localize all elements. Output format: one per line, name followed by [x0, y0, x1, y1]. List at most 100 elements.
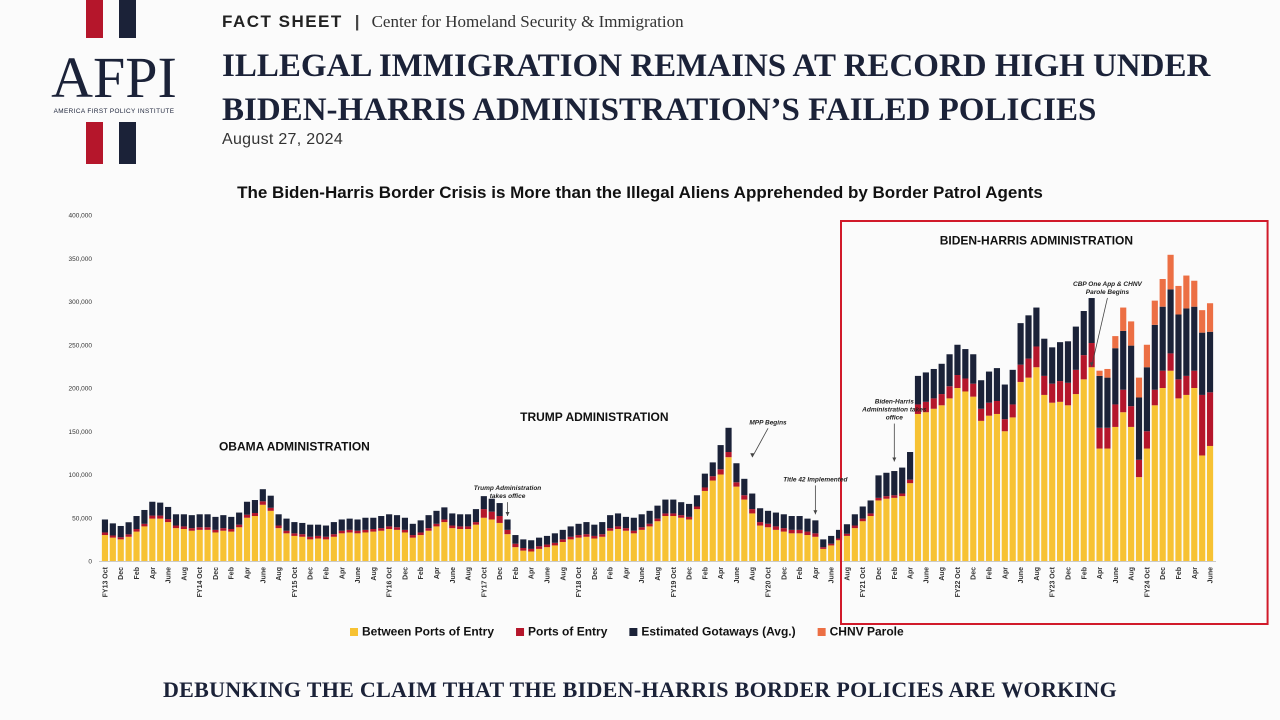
y-tick-label: 400,000 — [69, 213, 93, 220]
bar-segment-1 — [843, 535, 851, 561]
bar-segment-1 — [1057, 401, 1064, 561]
bar-segment-1 — [370, 531, 377, 561]
bar-segment-2 — [504, 529, 511, 535]
x-tick-label: Feb — [229, 567, 236, 579]
y-tick-label: 0 — [88, 559, 92, 566]
bar-segment-3 — [599, 522, 606, 535]
bar-segment-3 — [1088, 298, 1095, 344]
x-tick-label: FY16 Oct — [387, 566, 394, 597]
bar-segment-1 — [764, 527, 772, 561]
bar-segment-3 — [583, 522, 590, 535]
bar-segment-2 — [907, 479, 914, 484]
bar-segment-3 — [480, 496, 487, 510]
bar-segment-2 — [630, 530, 637, 534]
annotation-line: Biden-Harris — [875, 399, 914, 406]
bar-segment-3 — [1033, 307, 1040, 347]
bar-segment-2 — [417, 532, 424, 536]
bar-segment-1 — [954, 388, 961, 561]
bar-segment-3 — [1143, 367, 1150, 432]
bar-segment-2 — [512, 543, 519, 548]
bar-segment-3 — [172, 514, 180, 526]
bar-segment-1 — [1143, 448, 1150, 561]
bar-segment-3 — [1057, 342, 1064, 382]
annotation-line: office — [886, 415, 904, 422]
bar-segment-3 — [299, 522, 306, 535]
x-tick-label: Aug — [655, 567, 662, 581]
bar-segment-3 — [101, 519, 109, 533]
bar-segment-3 — [157, 502, 164, 516]
bar-segment-2 — [812, 533, 819, 537]
bar-segment-3 — [141, 509, 148, 524]
bar-segment-2 — [259, 501, 266, 505]
x-tick-label: FY22 Oct — [955, 566, 962, 597]
bar-segment-3 — [370, 517, 377, 529]
x-tick-label: Dec — [402, 567, 409, 580]
bar-segment-1 — [101, 535, 109, 561]
bar-segment-2 — [149, 515, 156, 519]
bar-segment-3 — [536, 537, 543, 547]
bar-segment-3 — [670, 499, 677, 514]
x-tick-label: Feb — [513, 567, 520, 579]
bar-segment-3 — [559, 529, 566, 540]
bar-segment-1 — [117, 539, 124, 562]
administration-label: BIDEN-HARRIS ADMINISTRATION — [940, 233, 1133, 247]
bar-segment-1 — [480, 517, 487, 561]
bar-segment-2 — [875, 497, 882, 501]
bar-segment-1 — [993, 413, 1001, 561]
bar-segment-2 — [622, 528, 630, 531]
bar-segment-1 — [236, 527, 243, 561]
bar-segment-2 — [330, 534, 337, 537]
bar-segment-2 — [686, 516, 693, 520]
bar-segment-3 — [662, 499, 669, 514]
bar-segment-2 — [1096, 427, 1103, 449]
bar-segment-2 — [693, 506, 701, 510]
bar-segment-3 — [449, 513, 456, 526]
annotation-line: Title 42 Implemented — [783, 476, 848, 483]
bar-segment-1 — [559, 541, 566, 561]
bar-segment-2 — [749, 509, 756, 514]
bar-segment-3 — [1183, 308, 1190, 376]
annotation-arrowhead — [505, 512, 510, 517]
legend-swatch-2 — [516, 628, 525, 636]
bar-segment-2 — [938, 394, 945, 406]
bar-segment-3 — [1072, 326, 1079, 370]
bar-segment-2 — [362, 529, 369, 533]
bar-segment-3 — [204, 514, 211, 528]
bar-segment-1 — [346, 532, 353, 561]
bar-segment-2 — [157, 515, 164, 519]
bar-segment-3 — [1199, 332, 1206, 395]
bar-segment-3 — [686, 503, 693, 517]
bar-segment-2 — [275, 525, 282, 529]
bar-segment-3 — [520, 539, 527, 549]
bar-segment-4 — [1151, 300, 1158, 325]
bar-segment-3 — [614, 513, 622, 527]
bar-segment-1 — [749, 513, 756, 561]
bar-segment-1 — [1191, 388, 1198, 561]
bar-segment-2 — [133, 529, 140, 532]
bar-segment-1 — [693, 509, 701, 561]
bar-segment-2 — [1199, 394, 1206, 456]
bar-segment-2 — [757, 522, 764, 526]
x-tick-label: Apr — [623, 567, 630, 579]
bar-segment-1 — [1120, 412, 1127, 561]
bar-segment-1 — [899, 496, 906, 562]
logo-navy-stripe-top — [119, 0, 136, 38]
bar-segment-2 — [993, 400, 1001, 414]
bar-segment-3 — [1064, 341, 1072, 383]
x-tick-label: Aug — [276, 567, 283, 581]
bar-segment-2 — [1206, 392, 1214, 446]
x-tick-label: Apr — [245, 567, 252, 579]
bar-segment-2 — [1128, 406, 1135, 427]
bar-segment-2 — [488, 511, 495, 520]
bar-segment-2 — [291, 533, 298, 536]
administration-label: OBAMA ADMINISTRATION — [219, 439, 370, 453]
bar-segment-3 — [843, 524, 851, 534]
bar-segment-1 — [591, 538, 598, 561]
bar-segment-3 — [409, 523, 416, 536]
x-tick-label: Aug — [844, 567, 851, 581]
bar-segment-2 — [141, 523, 148, 527]
x-tick-label: Apr — [339, 567, 346, 579]
bar-segment-3 — [1128, 345, 1135, 407]
bar-segment-1 — [196, 529, 203, 561]
bar-segment-3 — [180, 514, 187, 527]
